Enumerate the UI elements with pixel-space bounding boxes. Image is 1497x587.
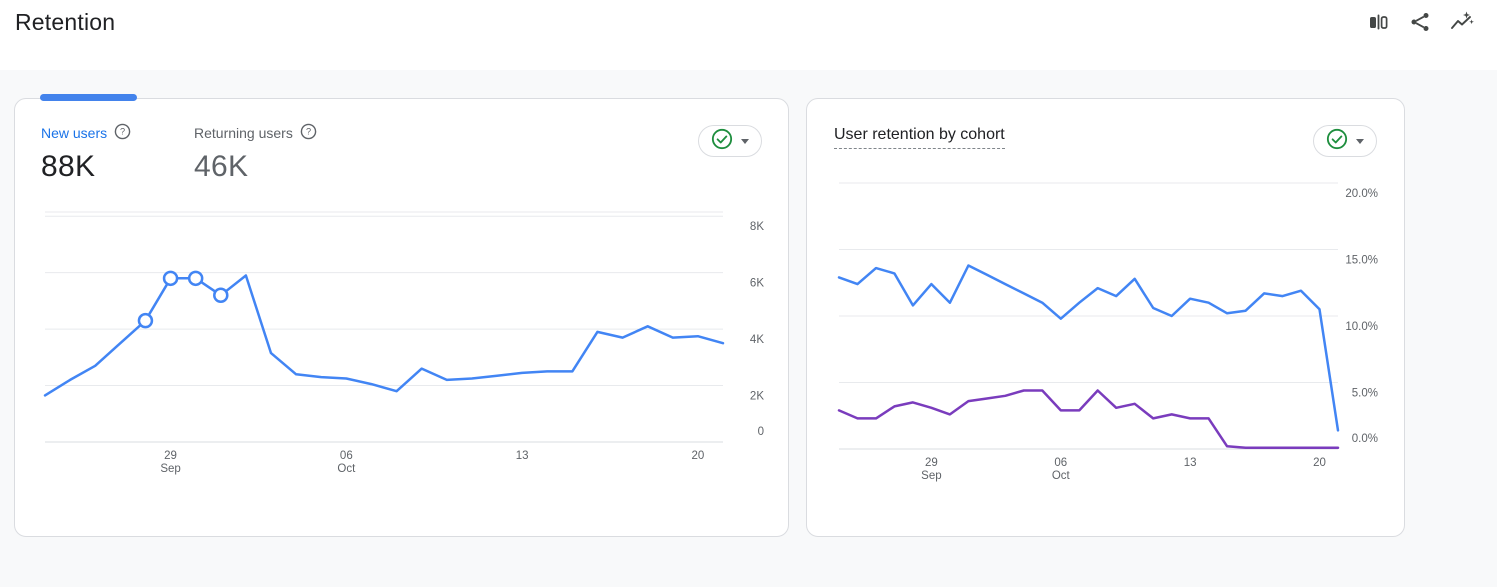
data-quality-badge[interactable] (1313, 125, 1377, 157)
caret-down-icon (741, 138, 749, 144)
svg-text:?: ? (120, 127, 125, 137)
caret-down-icon (1356, 138, 1364, 144)
svg-text:Sep: Sep (921, 470, 941, 482)
svg-text:20: 20 (1313, 457, 1326, 469)
svg-text:06: 06 (340, 450, 353, 462)
returning-users-value: 46K (194, 150, 249, 183)
svg-text:0.0%: 0.0% (1352, 433, 1378, 445)
share-icon[interactable] (1407, 9, 1433, 35)
svg-text:10.0%: 10.0% (1345, 321, 1378, 333)
help-circle-icon[interactable]: ? (300, 123, 317, 143)
user-retention-by-cohort-card: 0.0% 5.0% 10.0% 15.0% 20.0% 29 Sep 06 Oct 13 20 Us… (806, 98, 1405, 537)
svg-text:Sep: Sep (160, 463, 180, 475)
svg-text:6K: 6K (750, 278, 764, 290)
svg-text:4K: 4K (750, 334, 764, 346)
selected-tab-indicator (40, 94, 137, 101)
insights-icon[interactable] (1449, 9, 1475, 35)
svg-text:8K: 8K (750, 221, 764, 233)
svg-text:Oct: Oct (1052, 470, 1071, 482)
header-actions (1365, 9, 1475, 35)
svg-text:29: 29 (925, 457, 938, 469)
metric-tabs: New users ? 88K Returning users ? (41, 123, 317, 183)
tab-new-users-label: New users (41, 125, 108, 141)
tab-returning-users-label: Returning users (194, 125, 293, 141)
svg-text:?: ? (306, 127, 311, 137)
svg-text:13: 13 (516, 450, 529, 462)
svg-text:2K: 2K (750, 391, 764, 403)
svg-text:13: 13 (1184, 457, 1197, 469)
cohort-card-title[interactable]: User retention by cohort (834, 126, 1005, 149)
svg-text:0: 0 (758, 426, 764, 438)
comparison-icon[interactable] (1365, 9, 1391, 35)
svg-text:Oct: Oct (337, 463, 356, 475)
svg-text:20: 20 (691, 450, 704, 462)
header-band (0, 0, 1497, 70)
page-title: Retention (15, 9, 116, 35)
svg-text:15.0%: 15.0% (1345, 255, 1378, 267)
data-quality-badge[interactable] (698, 125, 762, 157)
new-users-value: 88K (41, 150, 96, 183)
svg-text:5.0%: 5.0% (1352, 388, 1378, 400)
users-overview-card: 0 2K 4K 6K 8K 29 Sep 06 Oct 13 20 New users ? 88K … (14, 98, 789, 537)
check-circle-icon (1326, 128, 1348, 155)
svg-text:06: 06 (1054, 457, 1067, 469)
svg-text:20.0%: 20.0% (1345, 188, 1378, 200)
tab-new-users[interactable]: New users ? 88K (41, 123, 158, 183)
svg-text:29: 29 (164, 450, 177, 462)
tab-returning-users[interactable]: Returning users ? 46K (194, 123, 317, 183)
help-circle-icon[interactable]: ? (114, 123, 131, 143)
check-circle-icon (711, 128, 733, 155)
